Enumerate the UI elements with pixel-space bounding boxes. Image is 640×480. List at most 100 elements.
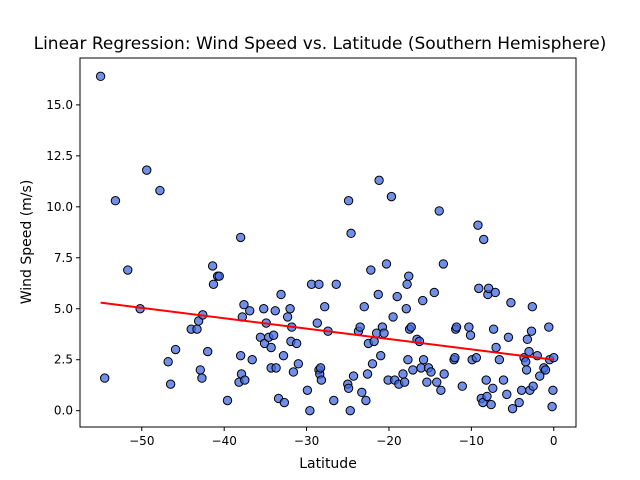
data-point: [276, 289, 286, 300]
data-point: [486, 399, 496, 410]
data-point: [535, 371, 545, 381]
data-point: [514, 397, 524, 408]
data-point: [100, 373, 110, 383]
data-point: [403, 355, 413, 365]
data-point: [507, 403, 518, 414]
data-point: [528, 381, 538, 391]
data-point: [282, 312, 293, 322]
data-point: [362, 369, 373, 379]
data-point: [315, 363, 326, 373]
data-point: [271, 363, 281, 373]
data-point: [488, 324, 499, 334]
data-point: [331, 279, 341, 289]
data-point: [439, 369, 449, 379]
data-point: [429, 287, 439, 298]
data-point: [239, 299, 249, 310]
data-point: [376, 350, 386, 361]
y-tick-label: 5.0: [54, 302, 73, 316]
data-point: [547, 401, 557, 412]
y-tick-label: 10.0: [46, 200, 73, 214]
data-point: [494, 355, 505, 365]
data-point: [367, 359, 378, 369]
data-point: [438, 259, 449, 269]
data-point: [305, 405, 315, 416]
data-point: [361, 395, 371, 406]
data-point: [165, 379, 176, 389]
x-tick-label: −40: [212, 434, 237, 448]
data-point: [288, 367, 299, 377]
data-point: [549, 352, 559, 363]
y-tick-label: 2.5: [54, 353, 73, 367]
data-point: [285, 304, 295, 314]
data-point: [366, 265, 376, 275]
x-tick-label: −10: [459, 434, 484, 448]
y-tick-label: 0.0: [54, 404, 73, 418]
data-point: [406, 322, 416, 332]
data-point: [293, 359, 304, 369]
data-point: [388, 312, 398, 322]
data-point: [195, 365, 205, 375]
y-tick-label: 15.0: [46, 98, 73, 112]
data-point: [490, 287, 500, 298]
x-axis-label: Latitude: [299, 456, 357, 472]
data-point: [142, 165, 152, 175]
data-point: [348, 371, 359, 381]
data-point: [434, 206, 444, 216]
data-point: [373, 289, 383, 300]
data-point: [343, 196, 354, 206]
data-point: [436, 385, 446, 396]
data-point: [392, 291, 402, 302]
regression-line: [100, 301, 554, 361]
data-point: [268, 330, 279, 340]
data-point: [291, 338, 302, 349]
data-point: [170, 344, 181, 355]
data-point: [398, 369, 408, 379]
data-point: [474, 283, 484, 294]
data-point: [355, 322, 365, 332]
data-point: [214, 271, 224, 281]
data-point: [197, 373, 207, 383]
data-point: [450, 352, 460, 363]
data-point: [343, 383, 354, 393]
data-point: [483, 283, 494, 294]
data-point: [502, 389, 512, 400]
data-point: [270, 306, 280, 316]
data-point: [314, 279, 324, 289]
scatter-points: [95, 71, 559, 416]
data-point: [544, 322, 554, 332]
data-point: [399, 377, 410, 387]
data-point: [208, 279, 219, 289]
data-point: [457, 381, 467, 391]
data-point: [488, 383, 498, 393]
data-point: [320, 302, 330, 312]
data-point: [506, 297, 516, 308]
data-point: [222, 395, 233, 406]
data-point: [278, 350, 289, 361]
plot-area: −50 −40 −30 −20 −10 0 0.0 2.5 5.0 7.5 10.0 12.5 15.…: [46, 57, 577, 448]
data-point: [259, 304, 269, 314]
data-point: [481, 375, 491, 385]
data-point: [503, 332, 514, 342]
data-point: [522, 334, 533, 345]
data-point: [123, 265, 133, 275]
data-point: [192, 324, 202, 334]
data-point: [516, 385, 527, 396]
data-point: [235, 232, 246, 243]
data-point: [95, 71, 106, 82]
data-point: [422, 377, 432, 387]
data-point: [302, 385, 313, 396]
y-tick-label: 7.5: [54, 251, 73, 265]
data-point: [329, 395, 339, 406]
chart-title: Linear Regression: Wind Speed vs. Latitu…: [34, 34, 607, 54]
x-tick-label: −50: [129, 434, 154, 448]
data-point: [408, 365, 418, 375]
data-point: [401, 304, 411, 314]
data-point: [473, 220, 483, 230]
axes-background: [80, 58, 576, 427]
data-point: [432, 377, 442, 387]
data-point: [464, 322, 474, 332]
data-point: [491, 342, 501, 353]
x-tick-label: 0: [550, 434, 558, 448]
data-point: [521, 357, 531, 367]
